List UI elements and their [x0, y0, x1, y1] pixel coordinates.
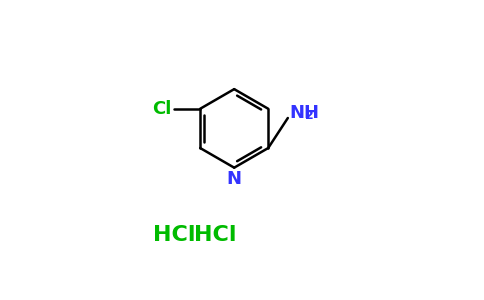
- Text: N: N: [227, 170, 242, 188]
- Text: NH: NH: [289, 104, 319, 122]
- Text: 2: 2: [305, 109, 314, 122]
- Text: HCl: HCl: [195, 225, 237, 245]
- Text: HCl: HCl: [153, 225, 196, 245]
- Text: Cl: Cl: [152, 100, 172, 118]
